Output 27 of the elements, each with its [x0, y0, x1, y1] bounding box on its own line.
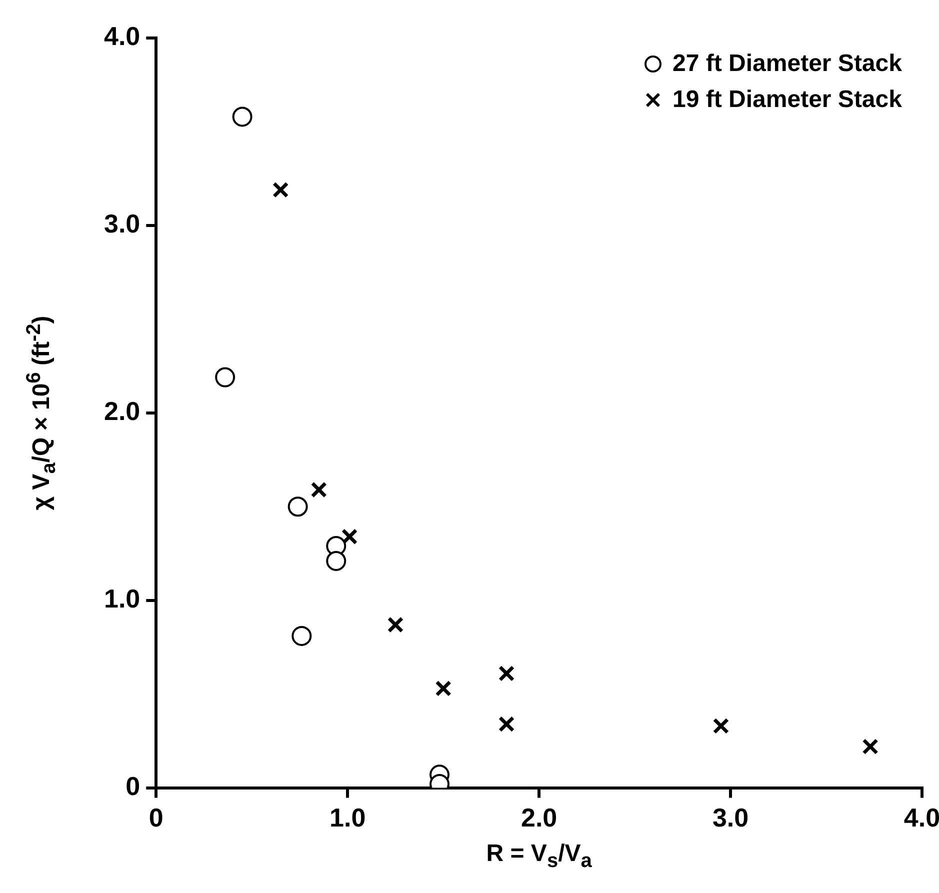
point	[498, 665, 515, 682]
y-tick-label: 2.0	[104, 396, 140, 426]
point	[498, 716, 515, 732]
x-axis-title: R = V$_{s}$/V$_{a}$	[486, 840, 592, 873]
point	[326, 550, 346, 571]
x-tick-label: 4.0	[904, 802, 939, 833]
x-tick-label: 0	[148, 802, 164, 833]
x-tick-label: 1.0	[330, 802, 366, 833]
point	[387, 616, 404, 633]
point	[712, 718, 730, 734]
x-tick-label: 3.0	[712, 802, 749, 833]
y-tick-label: 3.0	[104, 208, 140, 239]
point	[272, 182, 289, 198]
point	[310, 482, 327, 498]
point	[435, 680, 452, 697]
y-tick-label: 4.0	[104, 21, 140, 52]
point	[292, 626, 312, 646]
y-tick-label: 1.0	[104, 584, 140, 614]
legend-label: 19 ft Diameter Stack	[672, 86, 902, 114]
point	[341, 528, 358, 545]
x-tick-label: 2.0	[520, 802, 558, 833]
y-tick-label: 0	[126, 770, 140, 801]
point	[862, 738, 878, 755]
legend-label: 27 ft Diameter Stack	[672, 50, 902, 78]
point	[288, 496, 308, 517]
point	[232, 106, 252, 127]
point	[215, 367, 236, 388]
